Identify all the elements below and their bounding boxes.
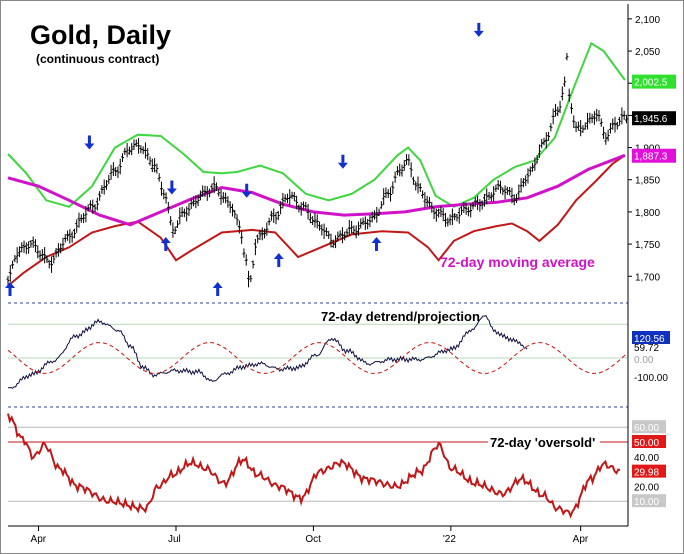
value-tag-bg [632, 111, 676, 126]
detrend-axis-label: 0.00 [634, 355, 654, 366]
oversold-axis-label: 60.00 [632, 420, 666, 434]
cycle-bottom-arrow [5, 282, 15, 296]
x-axis-tick-label: Jul [168, 534, 181, 545]
value-tag-text: 1,887.3 [634, 152, 668, 163]
x-axis-tick-label: Oct [305, 534, 321, 545]
oversold-axis-tick-label: 10.00 [634, 497, 659, 508]
oversold-axis-tick-label: 60.00 [634, 423, 659, 434]
oversold-tag-bg [632, 420, 666, 434]
chart-title: Gold, Daily [30, 20, 171, 50]
detrend-axis-tick-label: 59.72 [634, 343, 659, 354]
arrow-head [241, 191, 252, 198]
last-price-value-tag: 1,945.6 [632, 111, 676, 126]
cycle-bottom-arrow [212, 282, 223, 296]
detrend-axis-tick-label: 0.00 [634, 355, 654, 366]
detrend-axis-tick-label: -100.00 [634, 373, 668, 384]
upper-band-line [7, 41, 626, 208]
oversold-axis-tick-label: 20.00 [634, 482, 659, 493]
arrow-head [371, 236, 382, 243]
oversold-axis-label: 40.00 [634, 453, 659, 464]
oversold-axis-tick-label: 29.98 [634, 468, 659, 479]
oversold-panel-label: 72-day 'oversold' [490, 435, 595, 450]
x-axis-tick-label: Apr [573, 534, 589, 545]
arrow-head [166, 188, 177, 195]
moving-average-annotation: 72-day moving average [440, 254, 595, 270]
value-tag-bg [632, 74, 676, 89]
detrend-axis-tick-label: 120.56 [634, 334, 665, 345]
detrend-line [7, 314, 528, 389]
series-layer [6, 41, 629, 519]
price-axis-tick-label: 1,850 [635, 176, 660, 187]
oversold-axis-tick-label: 40.00 [634, 453, 659, 464]
oversold-tag-bg [632, 464, 666, 478]
cycle-top-arrow [473, 22, 484, 37]
value-tag-text: 1,945.6 [634, 114, 668, 125]
moving-average-line [7, 153, 626, 227]
ohlc-bars [6, 52, 628, 288]
price-axis-tick-label: 1,700 [635, 272, 660, 283]
price-axis-tick-label: 2,050 [635, 47, 660, 58]
cycle-top-arrow [84, 135, 95, 150]
cycle-top-arrow [241, 183, 252, 198]
arrow-head [337, 162, 348, 169]
oversold-axis-label: 50.00 [632, 435, 666, 449]
cycle-bottom-arrow [371, 236, 382, 251]
cycle-top-arrow [166, 180, 177, 195]
lower-band-line [7, 154, 626, 287]
upper-band-value-tag: 2,002.5 [632, 74, 676, 89]
arrow-head [273, 253, 284, 260]
oversold-axis-label: 20.00 [634, 482, 659, 493]
marker-layer [5, 22, 484, 296]
x-axis-tick-label: Apr [31, 534, 47, 545]
oversold-oscillator-line [7, 413, 621, 519]
x-axis-tick-label: '22 [443, 534, 456, 545]
chart-subtitle: (continuous contract) [36, 52, 159, 66]
arrow-head [84, 143, 95, 150]
detrend-tag-bg [632, 331, 670, 344]
moving-average-value-tag: 1,887.3 [632, 148, 676, 163]
arrow-head [5, 282, 15, 288]
cycle-top-arrow [337, 154, 348, 169]
detrend-axis-label: 59.72 [634, 343, 659, 354]
price-axis-tick-label: 1,750 [635, 240, 660, 251]
detrend-panel-label: 72-day detrend/projection [321, 309, 480, 324]
detrend-axis-label: 120.56 [632, 331, 670, 345]
arrow-head [473, 30, 484, 37]
arrow-head [160, 236, 171, 243]
oversold-axis-tick-label: 50.00 [634, 438, 659, 449]
price-axis-tick-label: 2,100 [635, 15, 660, 26]
oversold-axis-label: 29.98 [632, 464, 666, 479]
value-tag-bg [632, 148, 676, 163]
value-tag-text: 2,002.5 [634, 78, 668, 89]
projection-line [7, 342, 629, 374]
oversold-tag-bg [632, 435, 666, 448]
cycle-bottom-arrow [160, 236, 171, 251]
oversold-axis-label: 10.00 [632, 494, 666, 508]
price-axis-tick-label: 1,800 [635, 208, 660, 219]
axis-layer: 1,7001,7501,8001,8501,9001,9502,0002,050… [8, 4, 676, 545]
oversold-tag-bg [632, 494, 666, 508]
arrow-head [212, 282, 223, 288]
cycle-bottom-arrow [273, 253, 284, 268]
detrend-axis-label: -100.00 [634, 373, 668, 384]
